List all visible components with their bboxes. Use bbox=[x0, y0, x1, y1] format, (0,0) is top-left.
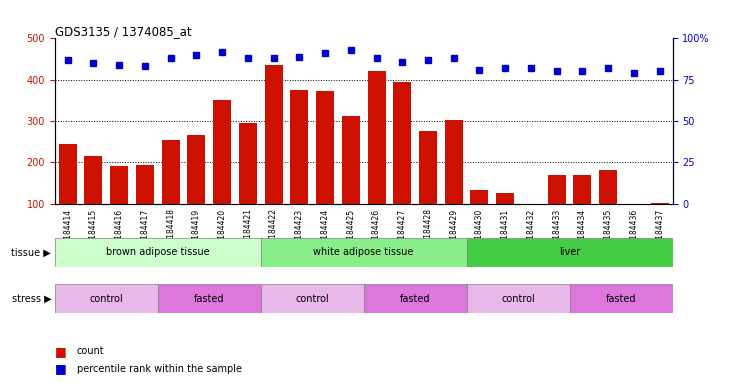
Bar bbox=[625, 207, 643, 245]
Bar bbox=[261, 284, 363, 313]
Bar bbox=[316, 91, 334, 245]
Bar bbox=[261, 238, 466, 267]
Text: control: control bbox=[89, 293, 124, 304]
Text: liver: liver bbox=[559, 247, 580, 258]
Bar bbox=[471, 190, 488, 245]
Bar bbox=[599, 170, 617, 245]
Bar bbox=[110, 166, 128, 245]
Text: control: control bbox=[501, 293, 535, 304]
Text: ■: ■ bbox=[55, 345, 71, 358]
Bar bbox=[368, 71, 385, 245]
Text: fasted: fasted bbox=[400, 293, 431, 304]
Bar bbox=[651, 203, 669, 245]
Bar bbox=[363, 284, 466, 313]
Bar bbox=[136, 165, 154, 245]
Bar bbox=[466, 238, 673, 267]
Bar bbox=[55, 238, 261, 267]
Text: count: count bbox=[77, 346, 105, 356]
Bar bbox=[265, 65, 283, 245]
Text: control: control bbox=[295, 293, 329, 304]
Text: ■: ■ bbox=[55, 362, 71, 375]
Text: percentile rank within the sample: percentile rank within the sample bbox=[77, 364, 242, 374]
Bar bbox=[393, 82, 412, 245]
Bar bbox=[444, 120, 463, 245]
Bar bbox=[158, 284, 261, 313]
Bar bbox=[522, 211, 540, 245]
Text: stress ▶: stress ▶ bbox=[12, 293, 51, 304]
Bar bbox=[55, 284, 158, 313]
Bar bbox=[290, 90, 308, 245]
Bar bbox=[213, 100, 231, 245]
Bar bbox=[569, 284, 673, 313]
Text: white adipose tissue: white adipose tissue bbox=[314, 247, 414, 258]
Bar bbox=[419, 131, 437, 245]
Text: GDS3135 / 1374085_at: GDS3135 / 1374085_at bbox=[55, 25, 192, 38]
Bar bbox=[496, 193, 514, 245]
Bar bbox=[573, 175, 591, 245]
Bar bbox=[162, 139, 180, 245]
Bar bbox=[239, 122, 257, 245]
Text: tissue ▶: tissue ▶ bbox=[12, 247, 51, 258]
Text: brown adipose tissue: brown adipose tissue bbox=[106, 247, 210, 258]
Bar bbox=[342, 116, 360, 245]
Bar bbox=[466, 284, 569, 313]
Bar bbox=[84, 156, 102, 245]
Bar bbox=[548, 175, 566, 245]
Text: fasted: fasted bbox=[194, 293, 224, 304]
Text: fasted: fasted bbox=[606, 293, 636, 304]
Bar bbox=[58, 144, 77, 245]
Bar bbox=[187, 136, 205, 245]
